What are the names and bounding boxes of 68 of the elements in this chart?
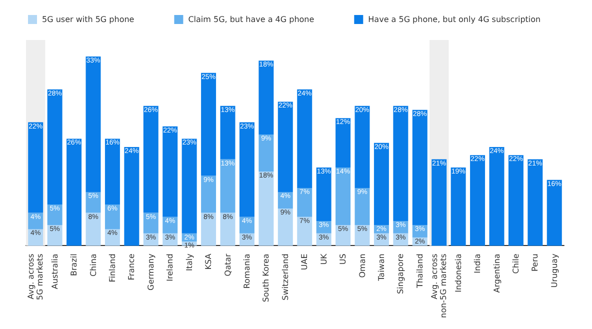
x-tick-label: Ireland [166,254,175,282]
x-tick-label: Finland [108,254,117,282]
bar [336,168,351,226]
bar [86,56,101,192]
bar [182,138,197,234]
bar [297,89,312,188]
x-tick-label: Oman [358,254,367,278]
x-tick-label: Uruguay [550,253,559,288]
bar [258,134,274,172]
legend-label: Claim 5G, but have a 4G phone [188,15,314,24]
x-tick-label: UAE [300,254,310,270]
bar [278,102,293,192]
bar [104,138,120,205]
bar [546,180,562,246]
x-tick-label: Thailand [415,254,424,290]
x-tick-label: Avg. across 5G markets [26,254,45,300]
bar [239,122,254,217]
bar [297,216,312,246]
x-tick-label: Avg. across non-5G markets [430,254,448,318]
x-tick-label: Romania [242,254,252,289]
bar [470,155,486,246]
bar [220,159,236,213]
bar [450,168,466,246]
x-tick-label: Taiwan [376,254,386,282]
x-tick-label: UK [319,252,328,265]
x-tick-label: US [338,254,348,265]
bar [66,138,82,246]
bar [316,168,332,222]
x-tick-label: Australia [50,254,60,290]
x-tick-label: Germany [146,253,156,290]
bar [201,72,216,176]
bar [393,106,408,222]
bar [374,142,389,226]
bar [220,106,236,160]
x-tick-label: Italy [184,253,194,272]
x-tick-label: Chile [511,254,520,274]
bar [47,89,62,205]
x-tick-label: Switzerland [280,254,290,300]
bar [489,146,504,246]
x-tick-label: South Korea [262,254,271,302]
x-tick-label: Argentina [492,254,502,293]
x-tick-label: Singapore [396,254,406,294]
x-tick-label: Qatar [223,252,232,276]
bar [354,106,370,188]
bar [143,106,158,213]
x-tick-label: KSA [204,253,214,270]
x-tick-label: France [127,254,136,280]
bar [124,146,140,246]
x-tick-label: India [473,254,482,274]
bar [258,172,274,246]
x-tick-label: Peru [530,254,540,272]
bar [104,204,120,230]
bar [354,188,370,226]
x-tick-label: Brazil [70,254,79,276]
bar [508,155,524,246]
bar [201,176,216,213]
bar [297,188,312,217]
bar [412,110,428,226]
bar [336,118,351,168]
bar [201,212,216,246]
bar [162,126,178,217]
bar [278,208,293,246]
x-tick-label: China [88,254,98,277]
x-tick-label: Indonesia [454,254,463,292]
bar [528,159,543,246]
bar [258,60,274,135]
legend-label: 5G user with 5G phone [42,15,134,24]
legend-label: Have a 5G phone, but only 4G subscription [368,15,541,24]
